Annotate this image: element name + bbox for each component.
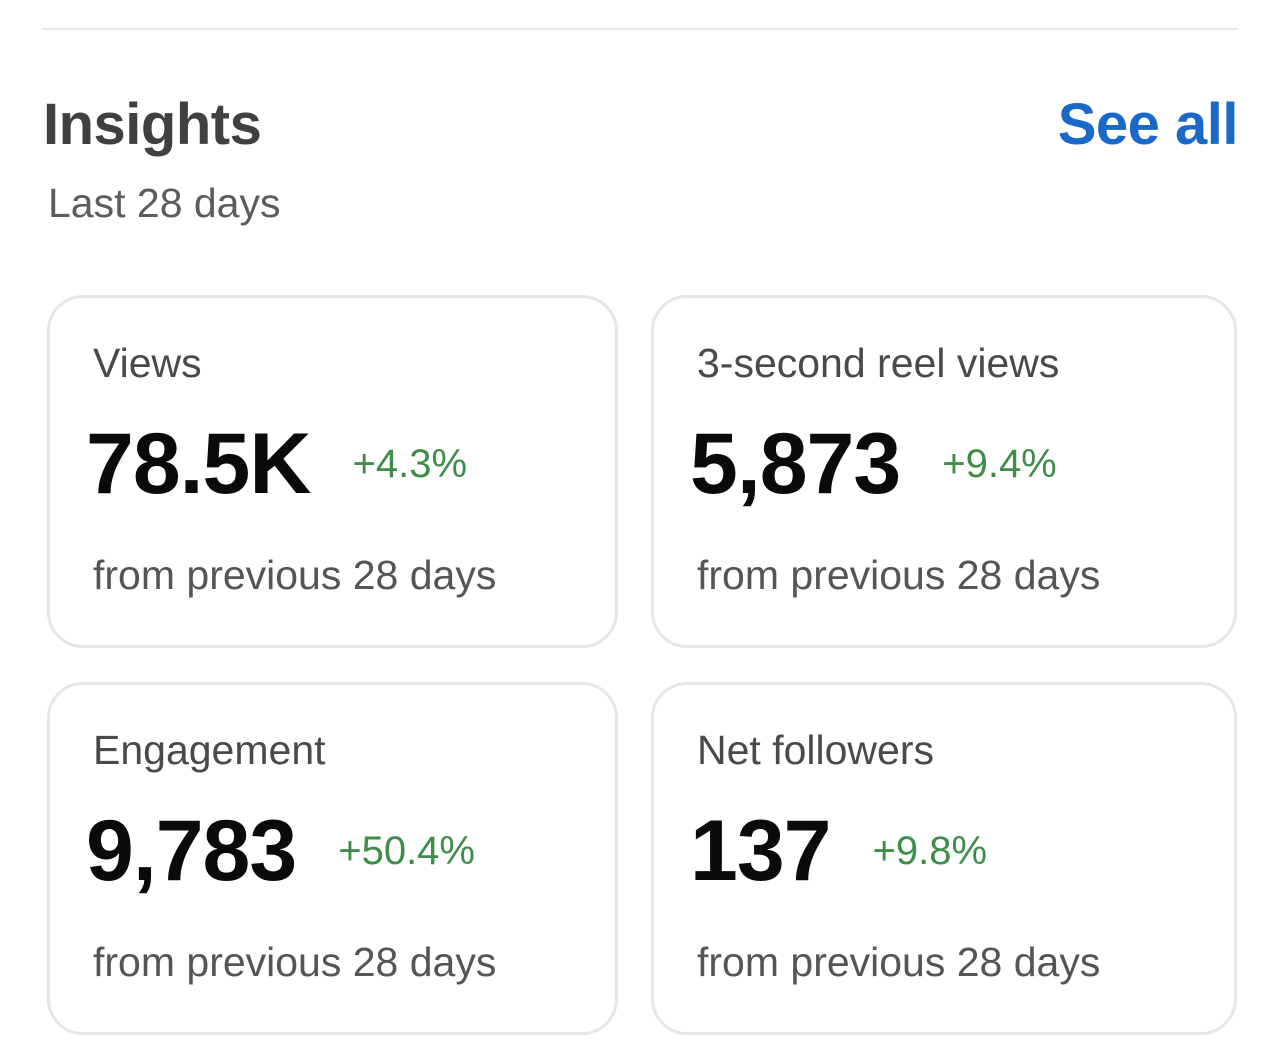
insight-card-net-followers[interactable]: Net followers 137 +9.8% from previous 28…	[651, 682, 1237, 1035]
card-metric-row: 5,873 +9.4%	[690, 416, 1057, 512]
card-comparison-note: from previous 28 days	[697, 939, 1101, 985]
insight-card-reel-views[interactable]: 3-second reel views 5,873 +9.4% from pre…	[651, 295, 1237, 648]
card-value: 78.5K	[86, 416, 311, 512]
card-change-badge: +4.3%	[352, 442, 468, 486]
card-comparison-note: from previous 28 days	[93, 939, 497, 985]
insight-card-engagement[interactable]: Engagement 9,783 +50.4% from previous 28…	[47, 682, 618, 1035]
card-comparison-note: from previous 28 days	[93, 552, 497, 598]
card-label: Engagement	[93, 727, 326, 773]
card-label: 3-second reel views	[697, 340, 1060, 386]
card-label: Views	[93, 340, 202, 386]
card-change-badge: +50.4%	[338, 829, 475, 873]
see-all-link[interactable]: See all	[1057, 92, 1239, 157]
section-title: Insights	[43, 92, 262, 157]
card-metric-row: 9,783 +50.4%	[86, 803, 475, 899]
card-label: Net followers	[697, 727, 934, 773]
date-range-subtitle: Last 28 days	[48, 180, 281, 226]
card-value: 5,873	[690, 416, 901, 512]
insight-card-views[interactable]: Views 78.5K +4.3% from previous 28 days	[47, 295, 618, 648]
card-value: 9,783	[86, 803, 297, 899]
card-change-badge: +9.8%	[872, 829, 988, 873]
card-value: 137	[690, 803, 831, 899]
card-metric-row: 78.5K +4.3%	[86, 416, 467, 512]
top-divider	[42, 28, 1238, 30]
card-metric-row: 137 +9.8%	[690, 803, 987, 899]
card-comparison-note: from previous 28 days	[697, 552, 1101, 598]
card-change-badge: +9.4%	[942, 442, 1057, 486]
